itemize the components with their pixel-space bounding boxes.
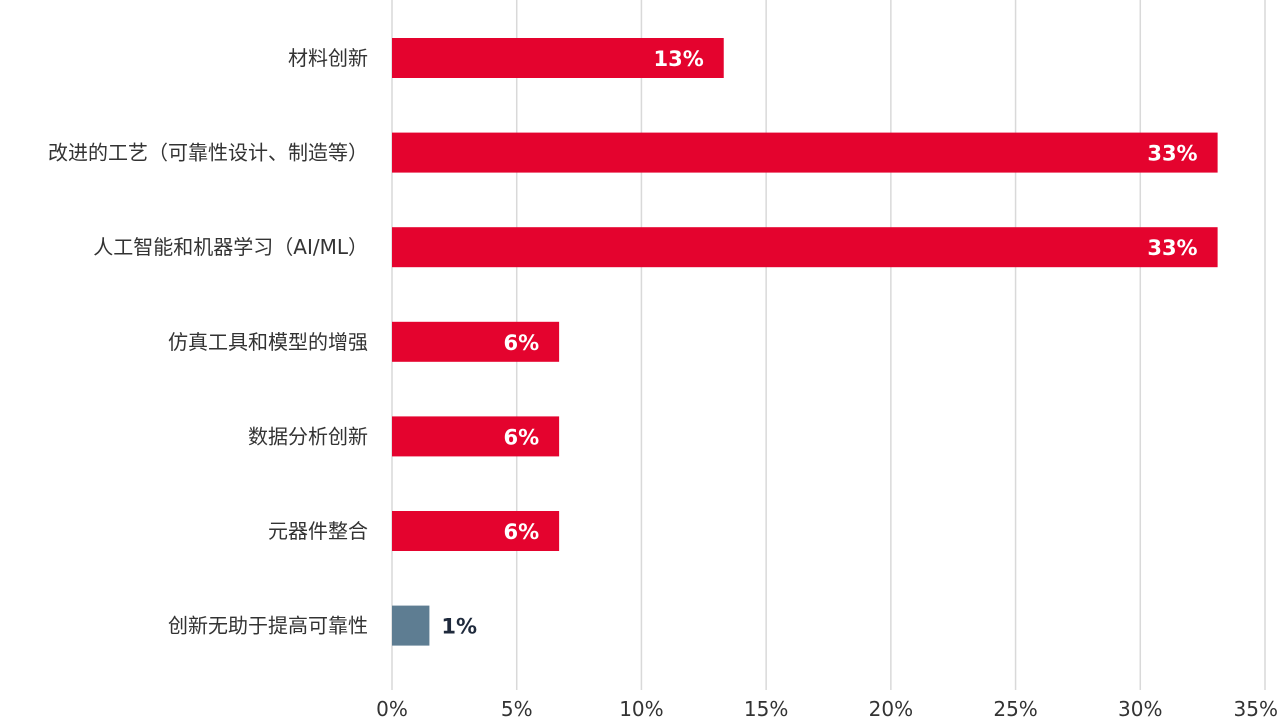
category-label: 人工智能和机器学习（AI/ML） [93, 235, 368, 259]
category-label: 数据分析创新 [248, 424, 368, 448]
bar [392, 605, 430, 646]
data-label: 6% [503, 520, 539, 544]
bar [392, 321, 560, 362]
grid-layer [391, 0, 1266, 690]
data-label: 33% [1147, 142, 1197, 166]
category-label: 改进的工艺（可靠性设计、制造等） [48, 141, 368, 165]
data-label: 6% [503, 331, 539, 355]
x-tick-label: 35% [1234, 697, 1278, 721]
data-label: 13% [653, 47, 703, 71]
x-tick-label: 25% [993, 697, 1037, 721]
label-layer: 材料创新 13% 改进的工艺（可靠性设计、制造等） 33% 人工智能和机器学习（AI/M… [48, 46, 1198, 639]
x-tick-label: 15% [744, 697, 788, 721]
bar [392, 227, 1218, 268]
x-tick-label: 10% [619, 697, 663, 721]
category-label: 创新无助于提高可靠性 [168, 614, 368, 638]
bar [392, 38, 724, 78]
bar [392, 132, 1218, 173]
x-tick-label: 5% [501, 697, 533, 721]
bar [392, 511, 560, 551]
category-label: 材料创新 [288, 46, 368, 70]
category-label: 元器件整合 [268, 519, 368, 543]
x-axis-ticks: 0% 5% 10% 15% 20% 25% 30% 35% [376, 697, 1278, 721]
data-label: 1% [441, 615, 477, 639]
data-label: 33% [1147, 236, 1197, 260]
data-label: 6% [503, 425, 539, 449]
x-tick-label: 0% [376, 697, 408, 721]
bar [392, 416, 560, 457]
category-label: 仿真工具和模型的增强 [168, 330, 368, 354]
x-tick-label: 20% [869, 697, 913, 721]
bar-layer [392, 38, 1218, 646]
x-tick-label: 30% [1118, 697, 1162, 721]
